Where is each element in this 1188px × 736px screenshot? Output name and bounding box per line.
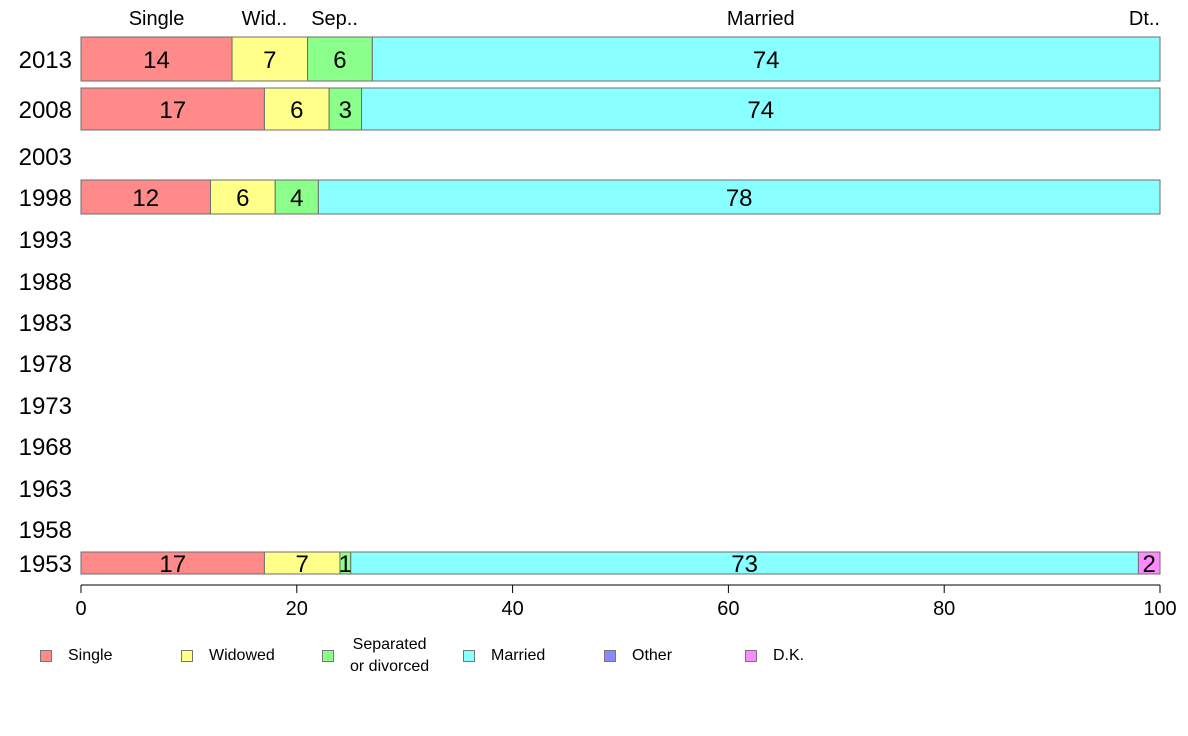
x-tick-label-20: 20 — [286, 598, 308, 620]
bar-segment-2013-married — [371, 36, 1161, 82]
legend-item-widowed: Widowed — [181, 634, 275, 678]
year-label-1973: 1973 — [19, 393, 72, 420]
bar-segment-2008-married — [361, 87, 1161, 131]
bar-segment-2013-separated-or-divorced — [307, 36, 373, 82]
legend-item-separated-or-divorced: Separated or divorced — [322, 634, 429, 678]
top-segment-label-2: Sep.. — [311, 8, 358, 30]
legend-label: Single — [68, 647, 113, 664]
bar-segment-1953-d-k- — [1137, 551, 1161, 575]
x-tick-label-60: 60 — [717, 598, 739, 620]
legend-item-other: Other — [604, 634, 672, 678]
bar-value-label-1953-d-k-: 2 — [1143, 551, 1156, 578]
x-tick-label-0: 0 — [75, 598, 86, 620]
year-label-1978: 1978 — [19, 351, 72, 378]
legend-swatch — [181, 650, 193, 662]
bar-value-label-1998-widowed: 6 — [236, 185, 249, 212]
legend-label: D.K. — [773, 647, 805, 664]
bar-value-label-2013-separated-or-divorced: 6 — [333, 47, 346, 74]
bar-segment-2013-widowed — [231, 36, 309, 82]
bar-segment-2008-separated-or-divorced — [328, 87, 363, 131]
bar-value-label-2008-single: 17 — [159, 97, 186, 124]
bar-segment-1998-single — [80, 179, 211, 215]
bar-segment-2008-single — [80, 87, 265, 131]
legend-item-single: Single — [40, 634, 112, 678]
bar-segment-2008-widowed — [263, 87, 330, 131]
bar-value-label-2008-widowed: 6 — [290, 97, 303, 124]
x-tick-label-100: 100 — [1143, 598, 1176, 620]
bar-segment-1998-widowed — [209, 179, 276, 215]
year-label-2003: 2003 — [19, 144, 72, 171]
year-label-1998: 1998 — [19, 185, 72, 212]
bar-segment-2013-single — [80, 36, 233, 82]
legend-swatch — [322, 650, 334, 662]
bar-value-label-1953-married: 73 — [731, 551, 758, 578]
top-segment-label-0: Single — [129, 8, 185, 30]
year-label-1988: 1988 — [19, 269, 72, 296]
bar-value-label-1998-married: 78 — [726, 185, 753, 212]
top-segment-label-3: Married — [727, 8, 795, 30]
legend-label: Separated or divorced — [350, 636, 430, 675]
legend-swatch — [745, 650, 757, 662]
bar-value-label-1953-single: 17 — [159, 551, 186, 578]
bar-value-label-1953-separated-or-divorced: 1 — [339, 551, 352, 578]
bar-value-label-1953-widowed: 7 — [296, 551, 309, 578]
legend-label: Married — [491, 647, 546, 664]
chart-legend: Single Widowed Separated or divorced Marrie… — [40, 634, 1140, 684]
year-label-1968: 1968 — [19, 434, 72, 461]
year-label-1993: 1993 — [19, 227, 72, 254]
year-label-1953: 1953 — [19, 551, 72, 578]
bar-value-label-1998-separated-or-divorced: 4 — [290, 185, 303, 212]
x-tick-label-40: 40 — [501, 598, 523, 620]
legend-swatch — [604, 650, 616, 662]
bar-segment-1998-married — [317, 179, 1161, 215]
legend-item-d-k-: D.K. — [745, 634, 804, 678]
x-tick-label-80: 80 — [933, 598, 955, 620]
top-segment-label-4: Dt.. — [1129, 8, 1160, 30]
year-label-1958: 1958 — [19, 517, 72, 544]
bar-value-label-2013-married: 74 — [753, 47, 780, 74]
year-label-2008: 2008 — [19, 97, 72, 124]
bar-value-label-2013-widowed: 7 — [263, 47, 276, 74]
bar-value-label-1998-single: 12 — [132, 185, 159, 212]
bar-value-label-2008-married: 74 — [747, 97, 774, 124]
legend-label: Widowed — [209, 647, 275, 664]
year-label-1983: 1983 — [19, 310, 72, 337]
legend-label: Other — [632, 647, 673, 664]
legend-swatch — [40, 650, 52, 662]
bar-value-label-2008-separated-or-divorced: 3 — [339, 97, 352, 124]
year-label-1963: 1963 — [19, 476, 72, 503]
legend-item-married: Married — [463, 634, 545, 678]
top-segment-label-1: Wid.. — [242, 8, 288, 30]
year-label-2013: 2013 — [19, 47, 72, 74]
bar-value-label-2013-single: 14 — [143, 47, 170, 74]
legend-swatch — [463, 650, 475, 662]
